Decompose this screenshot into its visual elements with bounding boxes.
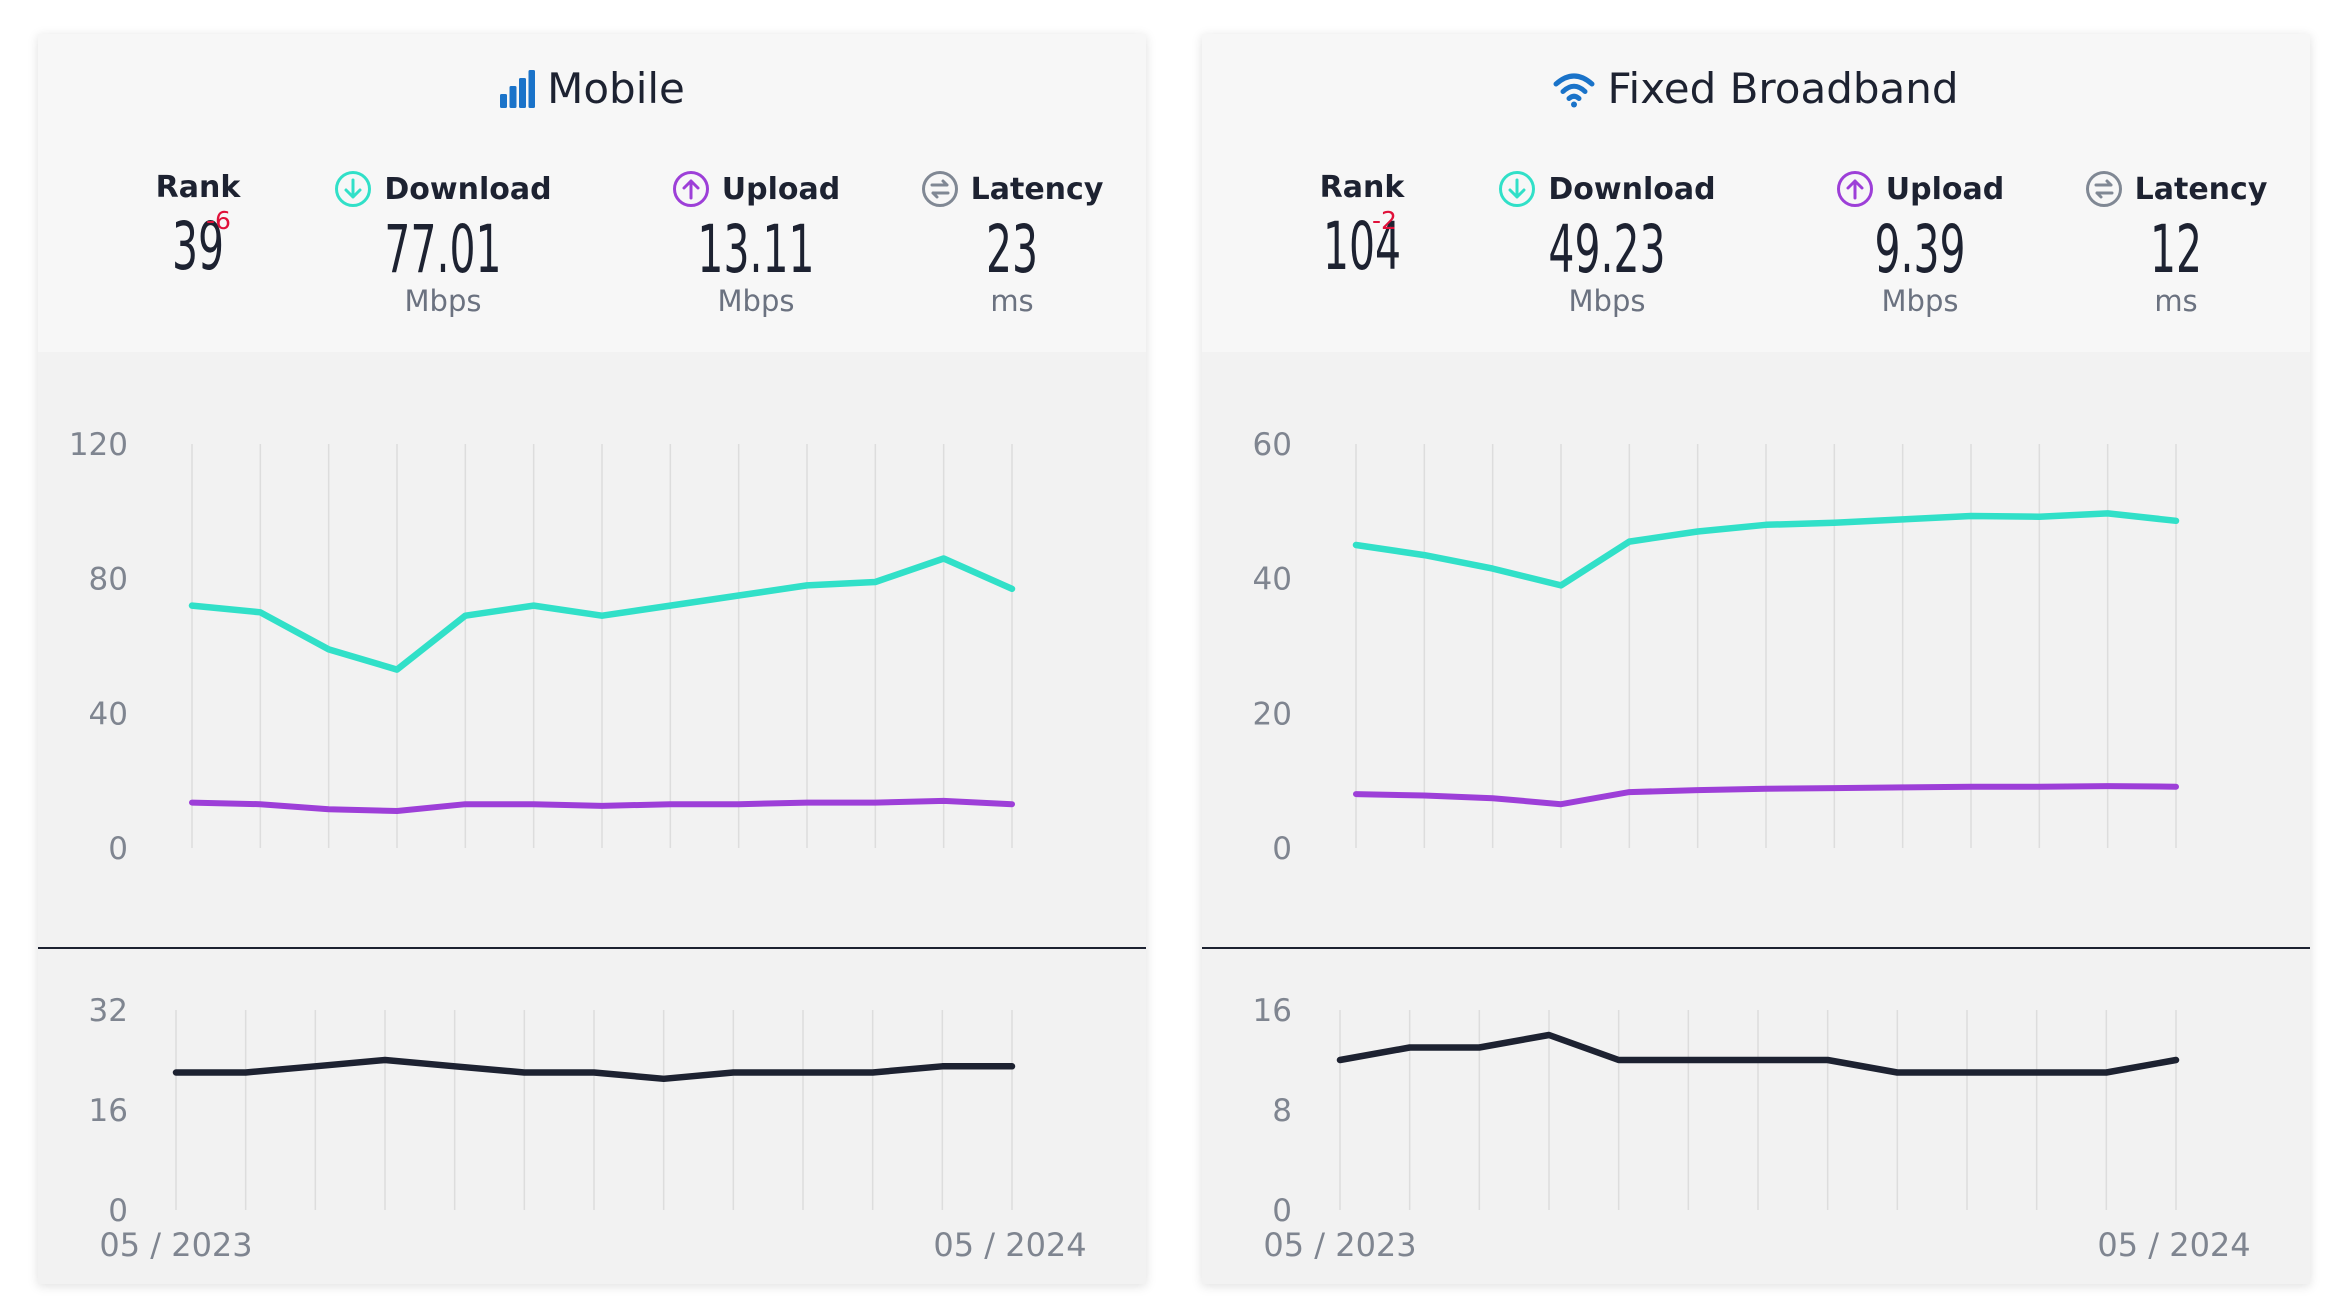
speed-y-tick-label: 0 — [1272, 831, 1292, 867]
download-stat: Download 49.23 Mbps — [1462, 170, 1752, 318]
upload-line — [189, 797, 1015, 814]
download-value: 49.23 — [1548, 211, 1666, 288]
upload-stat: Upload 9.39 Mbps — [1780, 170, 2060, 318]
download-value: 77.01 — [384, 211, 502, 288]
latency-lines — [1336, 1031, 2180, 1076]
speed-y-tick-label: 0 — [108, 831, 128, 867]
latency-grid — [1339, 1010, 2177, 1210]
speed-y-tick-label: 60 — [1253, 427, 1292, 463]
latency-line — [1336, 1031, 2180, 1076]
upload-value: 9.39 — [1874, 211, 1966, 288]
latency-value: 23 — [985, 211, 1039, 288]
speed-y-tick-label: 80 — [89, 562, 128, 598]
upload-stat: Upload 13.11 Mbps — [616, 170, 896, 318]
speed-y-tick-label: 20 — [1253, 696, 1292, 732]
upload-unit: Mbps — [1881, 284, 1959, 318]
latency-y-tick-label: 16 — [89, 1093, 128, 1129]
latency-line — [172, 1056, 1016, 1083]
fixed-broadband-card: Fixed Broadband Rank 104 -2 Download 49.… — [1202, 34, 2310, 1284]
latency-unit: ms — [2154, 284, 2198, 318]
signal-bars-icon — [499, 70, 536, 108]
rank-change: -2 — [1372, 206, 1397, 235]
download-arrow-icon — [1498, 170, 1536, 208]
download-stat: Download 77.01 Mbps — [298, 170, 588, 318]
latency-grid — [175, 1010, 1013, 1210]
upload-label: Upload — [721, 171, 841, 207]
download-arrow-icon — [334, 170, 372, 208]
download-label: Download — [1548, 171, 1716, 207]
latency-y-tick-label: 32 — [89, 993, 128, 1029]
download-line — [1352, 510, 2180, 589]
speed-lines — [188, 555, 1016, 814]
latency-arrows-icon — [921, 170, 959, 208]
latency-stat: Latency 23 ms — [892, 170, 1132, 318]
x-start-label: 05 / 2023 — [1263, 1226, 1416, 1264]
upload-arrow-icon — [672, 170, 710, 208]
card-title: Mobile — [38, 64, 1146, 113]
x-start-label: 05 / 2023 — [99, 1226, 252, 1264]
upload-label: Upload — [1885, 171, 2005, 207]
fixed-broadband-chart: 0 20 40 60 0 8 16 05 / 2023 05 / 2024 — [1202, 427, 2310, 1264]
mobile-card: Mobile Rank 39 -6 Download 77.01 Mbps Up… — [38, 34, 1146, 1284]
speed-grid — [191, 444, 1013, 848]
upload-arrow-icon — [1836, 170, 1874, 208]
rank-stat: Rank 104 — [1260, 170, 1464, 287]
latency-y-axis: 0 8 16 — [1253, 993, 1292, 1229]
speed-y-axis: 0 40 80 120 — [69, 427, 128, 867]
rank-value: 104 — [1322, 208, 1402, 285]
rank-change: -6 — [206, 206, 231, 235]
download-line — [188, 555, 1016, 673]
latency-y-tick-label: 8 — [1272, 1093, 1292, 1129]
speed-y-tick-label: 120 — [69, 427, 128, 463]
card-header: Fixed Broadband Rank 104 -2 Download 49.… — [1202, 34, 2310, 352]
wifi-icon — [1553, 72, 1595, 108]
card-title-text: Fixed Broadband — [1607, 64, 1959, 113]
upload-unit: Mbps — [717, 284, 795, 318]
latency-unit: ms — [990, 284, 1034, 318]
download-label: Download — [384, 171, 552, 207]
latency-arrows-icon — [2085, 170, 2123, 208]
upload-line — [1353, 783, 2179, 808]
speed-y-axis: 0 20 40 60 — [1253, 427, 1292, 867]
speed-y-tick-label: 40 — [89, 696, 128, 732]
latency-lines — [172, 1056, 1016, 1083]
latency-label: Latency — [970, 171, 1104, 207]
download-unit: Mbps — [1568, 284, 1646, 318]
card-title-text: Mobile — [547, 64, 685, 113]
card-header: Mobile Rank 39 -6 Download 77.01 Mbps Up… — [38, 34, 1146, 352]
latency-label: Latency — [2134, 171, 2268, 207]
latency-y-tick-label: 0 — [1272, 1193, 1292, 1229]
rank-label: Rank — [155, 170, 241, 205]
speed-grid — [1355, 444, 2177, 848]
rank-label: Rank — [1319, 170, 1405, 205]
x-end-label: 05 / 2024 — [933, 1226, 1086, 1264]
speed-y-tick-label: 40 — [1253, 562, 1292, 598]
latency-y-tick-label: 0 — [108, 1193, 128, 1229]
latency-y-tick-label: 16 — [1253, 993, 1292, 1029]
rank-stat: Rank 39 — [96, 170, 300, 287]
upload-value: 13.11 — [697, 211, 815, 288]
rank-value: 39 — [171, 208, 225, 285]
download-unit: Mbps — [404, 284, 482, 318]
mobile-chart: 0 40 80 120 0 16 32 05 / 2023 05 / 2024 — [38, 427, 1146, 1264]
card-title: Fixed Broadband — [1202, 64, 2310, 113]
x-end-label: 05 / 2024 — [2097, 1226, 2250, 1264]
latency-stat: Latency 12 ms — [2056, 170, 2296, 318]
speed-lines — [1352, 510, 2180, 808]
latency-value: 12 — [2149, 211, 2203, 288]
latency-y-axis: 0 16 32 — [89, 993, 128, 1229]
